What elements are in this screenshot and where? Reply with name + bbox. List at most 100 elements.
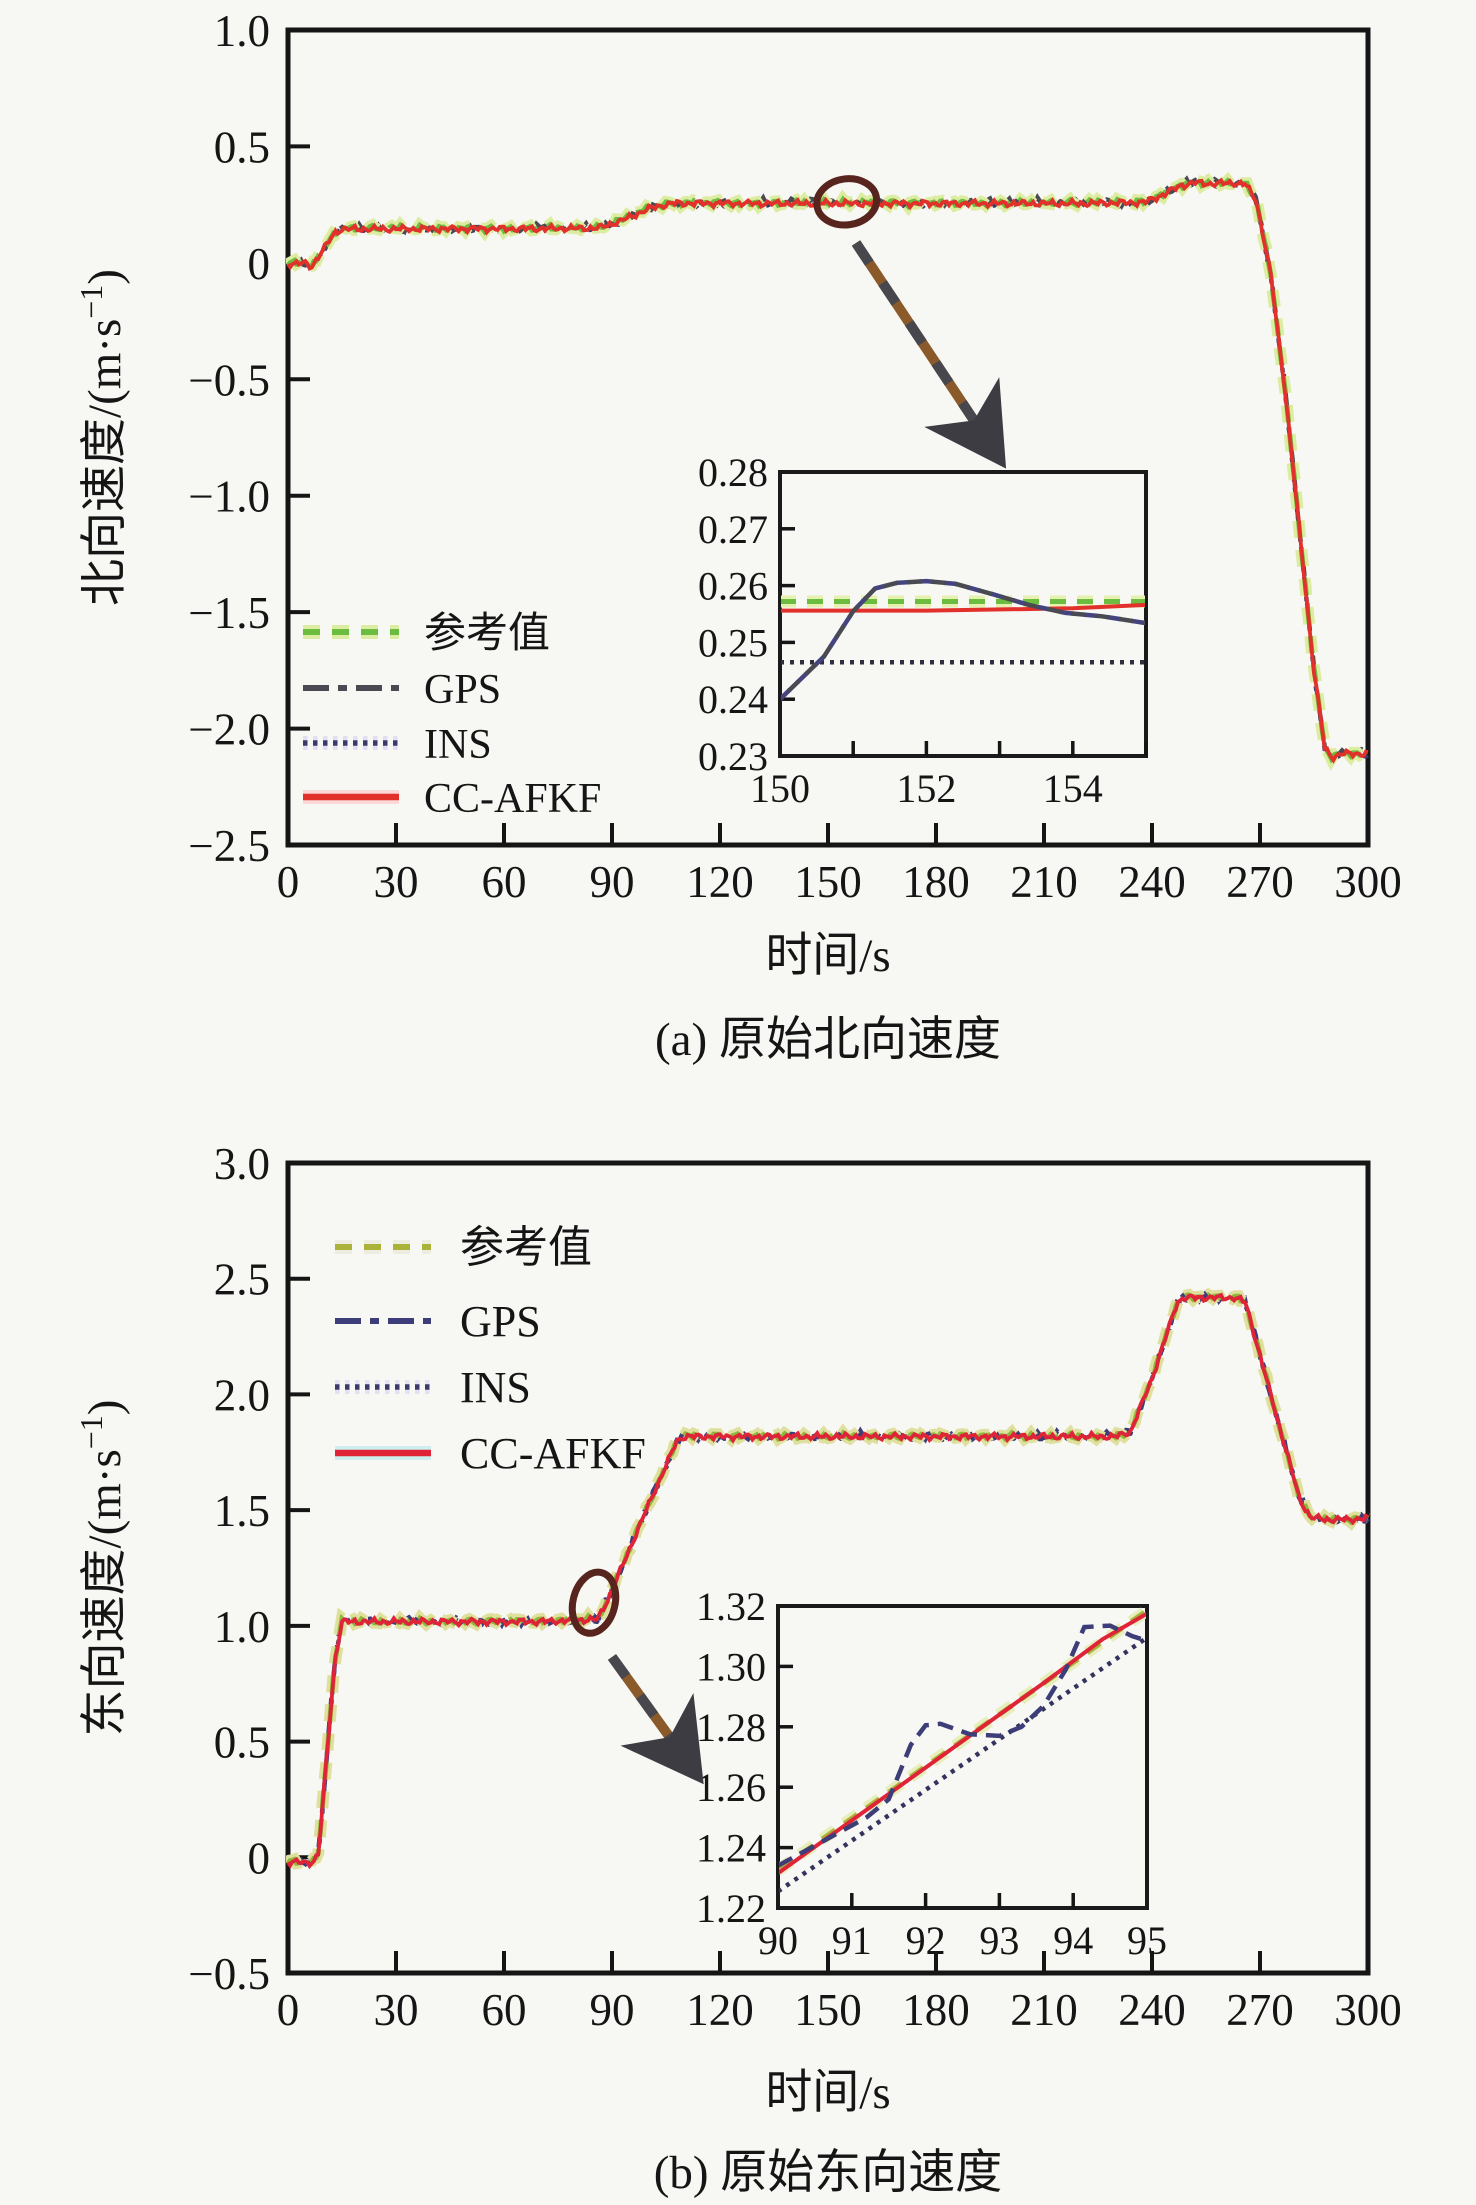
inset-x-tick-label: 95 [1127,1918,1167,1963]
legend-label: GPS [424,667,501,713]
y-tick-label: 1.0 [214,6,270,56]
y-tick-label: −2.5 [188,821,270,871]
inset-y-tick-label: 1.24 [696,1826,766,1871]
x-tick-label: 30 [374,1985,419,2035]
inset-border [776,1604,1149,1910]
series-group [286,171,1370,771]
caption-a: (a) 原始北向速度 [655,1014,1001,1066]
y-axis-label: 东向速度/(m·s−1) [73,1400,131,1737]
x-tick-label: 150 [794,857,862,907]
axis-ticks [288,144,1262,845]
inset-line-INS [779,1635,1146,1894]
x-tick-label: 60 [482,857,527,907]
x-tick-label: 210 [1010,1985,1078,2035]
y-tick-label: 1.0 [214,1602,270,1652]
annotation [568,1568,704,1785]
y-tick-label: 2.0 [214,1370,270,1420]
x-tick-label: 240 [1118,1985,1186,2035]
x-tick-label: 90 [590,857,635,907]
x-tick-label: 210 [1010,857,1078,907]
y-axis-label-group: 东向速度/(m·s−1) [73,1400,131,1737]
series-line-CC-AFKF [286,1292,1369,1870]
inset-y-tick-label: 0.24 [698,677,768,722]
y-tick-label: 0 [248,239,271,289]
y-tick-label: −1.5 [188,588,270,638]
legend-label: 参考值 [424,610,550,657]
series-line-CC-AFKF [286,177,1369,764]
x-tick-label: 120 [686,857,754,907]
y-tick-label: 0.5 [214,1718,270,1768]
inset-y-tick-label: 1.26 [696,1765,766,1810]
inset-x-tick-label: 91 [832,1918,872,1963]
x-tick-label: 180 [902,857,970,907]
inset-y-tick-label: 0.25 [698,620,768,665]
y-tick-label: −1.0 [188,472,270,522]
inset-line-CC-AFKF [779,1611,1146,1875]
inset-y-tick-label: 0.26 [698,564,768,609]
inset-x-tick-label: 92 [906,1918,946,1963]
y-tick-label: 0 [248,1833,271,1883]
y-tick-label: 0.5 [214,122,270,172]
chart-a: 1.00.50−0.5−1.0−1.5−2.0−2.50 30 60 90 120 150… [73,6,1402,907]
x-tick-label: 300 [1334,857,1402,907]
caption-b: (b) 原始东向速度 [653,2147,1003,2199]
legend: 参考值 GPS INS CC-AFKF [335,1223,646,1478]
inset-y-tick-label: 1.32 [696,1584,766,1629]
x-tick-label: 0 [277,1985,300,2035]
inset-x-tick-label: 154 [1043,766,1103,811]
annotation [813,175,1007,469]
x-tick-label: 90 [590,1985,635,2035]
inset-line-GPS [781,578,1145,701]
y-tick-label: −0.5 [188,355,270,405]
x-tick-label: 60 [482,1985,527,2035]
y-tick-label: 2.5 [214,1255,270,1305]
x-tick-label: 270 [1226,1985,1294,2035]
x-tick-label: 270 [1226,857,1294,907]
inset-y-tick-label: 0.28 [698,450,768,495]
y-axis-label: 北向速度/(m·s−1) [73,269,131,606]
highlight-circle [813,175,881,229]
x-tick-label: 180 [902,1985,970,2035]
legend-label: INS [424,722,492,768]
x-tick-label: 30 [374,857,419,907]
zoom-arrow [607,1654,704,1785]
legend-label: INS [460,1363,531,1412]
inset-x-tick-label: 90 [758,1918,798,1963]
zoom-arrow [851,240,1007,469]
x-tick-label: 240 [1118,857,1186,907]
legend-label: GPS [460,1297,541,1346]
y-tick-label: 3.0 [214,1139,270,1189]
legend-label: 参考值 [460,1223,592,1272]
inset-line-GPS [779,1623,1146,1868]
inset-y-tick-label: 1.30 [696,1644,766,1689]
x-tick-label: 150 [794,1985,862,2035]
y-tick-label: −2.0 [188,705,270,755]
legend: 参考值 GPS INS CC-AFKF [303,610,601,822]
y-tick-label: 1.5 [214,1486,270,1536]
inset-x-tick-label: 150 [750,766,810,811]
inset-x-tick-label: 152 [896,766,956,811]
inset-x-tick-label: 94 [1053,1918,1093,1963]
inset-y-tick-label: 0.23 [698,734,768,779]
x-tick-label: 120 [686,1985,754,2035]
inset-series-group [781,578,1145,701]
inset-y-tick-label: 0.27 [698,507,768,552]
inset-y-tick-label: 1.28 [696,1705,766,1750]
x-axis-label-a: 时间/s [765,930,891,982]
x-tick-label: 0 [277,857,300,907]
highlight-circle [568,1568,620,1637]
inset-series-group [779,1607,1146,1894]
inset-x-tick-label: 93 [979,1918,1019,1963]
y-axis-label-group: 北向速度/(m·s−1) [73,269,131,606]
legend-label: CC-AFKF [460,1429,646,1478]
axis-ticks [288,1276,1262,1973]
legend-label: CC-AFKF [424,776,601,822]
series-group [286,1287,1370,1874]
x-axis-label-b: 时间/s [765,2067,891,2119]
x-tick-label: 300 [1334,1985,1402,2035]
chart-b: 3.02.52.01.51.00.50−0.50 30 60 90 120 150 180 2… [73,1139,1402,2035]
